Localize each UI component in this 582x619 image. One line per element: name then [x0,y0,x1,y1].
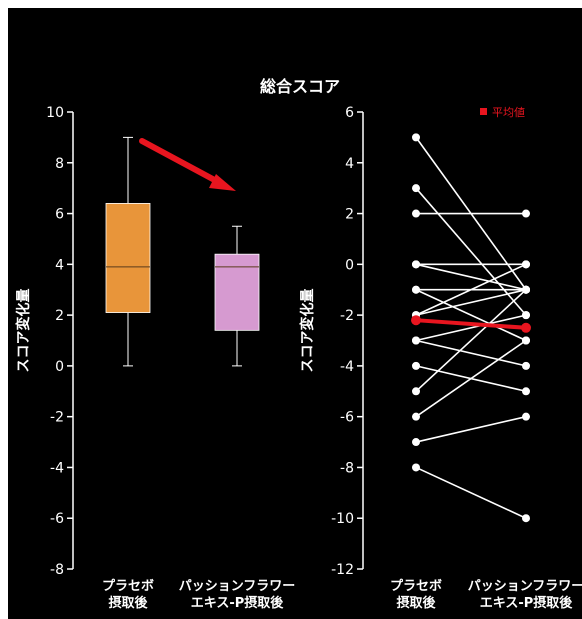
y-tick-label: 2 [345,207,354,223]
mean-point-after [521,322,531,333]
data-point-before [412,361,420,370]
data-point-before [412,463,420,472]
data-point-before [412,285,420,294]
y-tick-label: 10 [46,105,64,121]
individual-line [415,288,527,316]
y-tick-label: -4 [50,460,64,476]
individual-line [415,339,527,367]
box-plot: -8 -6 -4 -2 0 2 4 6 8 10 スコア変化量プラセボ摂取後パッションフラワーエキス… [15,105,295,611]
x-category-label: パッションフラワーエキス-P摂取後 [468,579,582,611]
y-tick-label: -4 [340,359,354,375]
y-axis-label: スコア変化量 [299,289,316,373]
data-point-after [522,412,530,421]
trend-arrow-head [209,174,236,191]
data-point-after [522,311,530,320]
x-category-label: プラセボ摂取後 [102,578,154,611]
legend-label: 平均値 [492,106,525,119]
individual-line [415,415,527,443]
trend-arrow-line [139,138,225,187]
data-point-after [522,514,530,523]
y-tick-label: 6 [345,105,354,121]
data-point-before [412,387,420,396]
y-tick-label: 2 [55,308,64,324]
y-tick-label: -8 [50,562,64,578]
mean-line [415,318,527,330]
individual-line [415,187,527,316]
y-tick-label: 0 [345,257,354,273]
individual-line [415,289,527,392]
y-tick-label: -6 [50,511,64,527]
y-tick-label: -10 [331,511,354,527]
data-point-before [412,260,420,269]
y-tick-label: -12 [331,562,354,578]
individual-line [415,314,527,342]
x-category-label: プラセボ摂取後 [390,578,442,611]
data-point-after [522,387,530,396]
data-point-before [412,184,420,193]
y-tick-label: 4 [345,156,354,172]
y-tick-label: -6 [340,410,354,426]
legend-swatch [480,108,487,115]
individual-line [415,263,527,316]
data-point-after [522,285,530,294]
mean-point-before [411,315,421,326]
y-tick-label: -8 [340,460,354,476]
data-point-before [412,412,420,421]
y-tick-label: 0 [55,359,64,375]
data-point-before [412,438,420,447]
individual-line [415,339,527,418]
individual-line-plot: -12 -10 -8 -6 -4 -2 0 2 4 6 スコア変化量 平均値プラセボ摂取後パッションフ… [299,105,582,611]
data-point-after [522,336,530,345]
data-point-after [522,209,530,218]
individual-line [415,263,527,291]
data-point-before [412,209,420,218]
data-point-before [412,133,420,142]
y-tick-label: 6 [55,207,64,223]
data-point-after [522,361,530,370]
data-point-before [412,336,420,345]
y-axis-label: スコア変化量 [15,289,32,373]
y-tick-label: 8 [55,156,64,172]
chart-title: 総合スコア [260,77,340,96]
y-tick-label: 4 [55,257,64,273]
x-category-label: パッションフラワーエキス-P摂取後 [179,579,296,611]
box [105,202,151,313]
y-tick-label: -2 [50,410,64,426]
individual-line [415,466,527,519]
box [214,253,260,331]
individual-line [415,288,527,342]
data-point-after [522,260,530,269]
y-tick-label: -2 [340,308,354,324]
